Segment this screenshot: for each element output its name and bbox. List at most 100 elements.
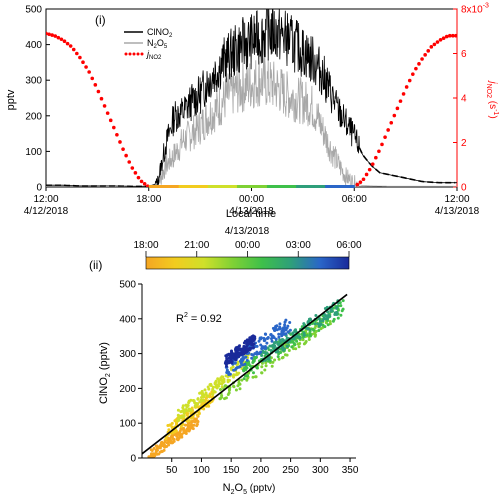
time-strip-segment xyxy=(233,185,235,188)
scatter-point xyxy=(245,374,249,378)
scatter-point xyxy=(207,387,211,391)
time-strip-segment xyxy=(230,185,233,188)
scatter-point xyxy=(313,322,317,326)
colorbar-date: 4/13/2018 xyxy=(225,226,270,237)
series-jno2-point xyxy=(59,37,64,42)
series-jno2-point xyxy=(398,99,403,103)
panel-scatter: (ii) 0 100 200 300 400 500 50 100 150 200 250 300 3… xyxy=(89,258,359,496)
time-strip-segment xyxy=(293,185,295,188)
legend-label-clno2: ClNO2 xyxy=(147,27,173,39)
series-jno2-point xyxy=(414,66,418,71)
r2-R: R xyxy=(176,313,184,325)
scatter-point xyxy=(187,419,191,423)
scatter-point xyxy=(211,392,214,396)
scatter-point xyxy=(259,350,263,354)
time-strip-segment xyxy=(166,185,169,188)
time-strip-segment xyxy=(258,185,260,188)
time-strip-segment xyxy=(261,185,264,188)
scatter-point xyxy=(160,449,164,453)
scatter-point xyxy=(196,397,200,401)
series-jno2-point xyxy=(99,96,104,101)
scatter-point xyxy=(162,448,166,452)
scatter-y-tick-label: 400 xyxy=(119,314,136,325)
time-strip-segment xyxy=(290,185,292,188)
time-strip-segment xyxy=(187,185,189,188)
time-strip-segment xyxy=(253,185,255,188)
scatter-point xyxy=(224,359,228,363)
scatter-point xyxy=(259,336,263,340)
scatter-point xyxy=(167,428,171,432)
scatter-point xyxy=(201,393,204,397)
scatter-point xyxy=(198,391,202,395)
scatter-point xyxy=(248,338,252,341)
time-strip-segment xyxy=(229,185,231,188)
scatter-point xyxy=(214,380,218,384)
scatter-point xyxy=(250,353,254,356)
time-strip-segment xyxy=(328,185,330,188)
time-strip-segment xyxy=(149,185,152,188)
series-jno2-point xyxy=(90,76,95,81)
xlabel-unit: (pptv) xyxy=(247,483,275,494)
time-strip-segment xyxy=(192,185,194,188)
time-strip-segment xyxy=(230,185,232,188)
scatter-point xyxy=(340,309,344,313)
scatter-point xyxy=(195,424,199,428)
scatter-points xyxy=(147,299,345,458)
time-strip-segment xyxy=(184,185,187,188)
time-strip-segment xyxy=(247,185,249,188)
series-jno2-point xyxy=(50,33,54,37)
time-strip-segment xyxy=(308,185,310,188)
scatter-point xyxy=(279,340,282,344)
scatter-point xyxy=(195,402,199,406)
legend-swatch-dot xyxy=(124,52,128,56)
scatter-point xyxy=(225,371,229,374)
series-jno2-point xyxy=(133,171,138,175)
scatter-point xyxy=(217,378,221,382)
colorbar-rect xyxy=(145,256,350,270)
scatter-point xyxy=(187,427,191,431)
time-strip-segment xyxy=(352,185,354,188)
right-y-tick-text: 2 xyxy=(461,138,467,149)
series-jno2-point xyxy=(389,120,394,125)
time-strip-segment xyxy=(327,185,330,188)
series-jno2-point xyxy=(448,33,452,38)
time-strip-segment xyxy=(343,185,346,188)
scatter-point xyxy=(154,452,158,456)
time-strip-segment xyxy=(209,185,211,188)
scatter-point xyxy=(149,448,153,452)
scatter-point xyxy=(329,307,333,311)
scatter-point xyxy=(253,352,257,356)
time-strip-segment xyxy=(259,185,261,188)
scatter-y-tick-label: 300 xyxy=(119,349,136,360)
time-strip-segment xyxy=(172,185,175,188)
time-strip-segment xyxy=(342,185,344,188)
scatter-point xyxy=(185,405,189,409)
series-jno2-point xyxy=(395,106,400,111)
time-strip-segment xyxy=(264,185,266,188)
time-strip-segment xyxy=(242,185,245,188)
scatter-point xyxy=(261,345,265,349)
time-strip-segment xyxy=(159,185,161,188)
scatter-point xyxy=(191,427,195,431)
series-jno2-point xyxy=(115,132,119,137)
time-strip-segment xyxy=(345,185,348,188)
time-strip-segment xyxy=(322,185,324,188)
scatter-point xyxy=(296,342,300,346)
time-strip-segment xyxy=(265,185,267,188)
scatter-point xyxy=(213,390,217,394)
scatter-point xyxy=(252,359,256,363)
scatter-point xyxy=(248,346,252,350)
series-jno2-point xyxy=(93,83,98,87)
time-strip-segment xyxy=(177,185,179,188)
scatter-point xyxy=(223,384,227,388)
series-jno2-point xyxy=(380,142,384,147)
time-strip-segment xyxy=(267,185,270,188)
scatter-point xyxy=(225,368,229,372)
time-strip-segment xyxy=(310,185,312,188)
time-strip-segment xyxy=(282,185,284,188)
scatter-point xyxy=(215,386,219,390)
legend-sub: 2 xyxy=(169,33,173,39)
scatter-point xyxy=(283,323,287,327)
scatter-point xyxy=(185,413,189,417)
